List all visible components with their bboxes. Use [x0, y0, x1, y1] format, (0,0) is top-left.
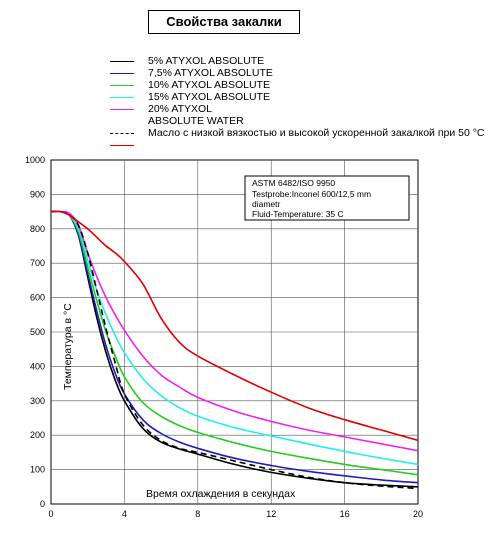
info-line: diametr	[252, 199, 281, 209]
legend-item: 7,5% ATYXOL ABSOLUTE	[110, 67, 500, 79]
legend-item: 15% ATYXOL ABSOLUTE	[110, 91, 500, 103]
chart-ticks: 0 100 200 300 400 500 600 700 800 900 1000 0 4 8 12 16 2…	[25, 155, 423, 519]
legend-item: 5% ATYXOL ABSOLUTE	[110, 55, 500, 67]
x-tick-label: 20	[413, 509, 423, 519]
legend-item: Масло с низкой вязкостью и высокой ускор…	[110, 127, 500, 139]
info-line: Testprobe:Inconel 600/12,5 mm	[252, 189, 371, 199]
info-line: ASTM 6482/ISO 9950	[252, 178, 335, 188]
x-tick-label: 16	[340, 509, 350, 519]
y-tick-label: 100	[30, 465, 45, 475]
y-tick-label: 1000	[25, 155, 45, 165]
series-line-2	[50, 210, 419, 476]
x-tick-label: 0	[48, 509, 53, 519]
y-tick-label: 700	[30, 258, 45, 268]
chart-title: Свойства закалки	[148, 10, 300, 34]
legend-swatch	[110, 73, 134, 74]
y-tick-label: 600	[30, 293, 45, 303]
legend-item: ABSOLUTE WATER	[110, 115, 500, 127]
legend-item: 10% ATYXOL ABSOLUTE	[110, 79, 500, 91]
x-tick-label: 12	[266, 509, 276, 519]
info-line: Fluid-Temperature: 35 C	[252, 209, 344, 219]
legend: 5% ATYXOL ABSOLUTE 7,5% ATYXOL ABSOLUTE …	[110, 55, 500, 151]
legend-item	[110, 139, 500, 151]
info-box: ASTM 6482/ISO 9950 Testprobe:Inconel 600…	[244, 175, 410, 221]
series-line-3	[50, 210, 419, 466]
legend-label: 20% ATYXOL	[148, 103, 213, 115]
x-tick-label: 8	[195, 509, 200, 519]
legend-label: Масло с низкой вязкостью и высокой ускор…	[148, 127, 485, 139]
y-tick-label: 500	[30, 327, 45, 337]
x-tick-label: 4	[122, 509, 127, 519]
legend-swatch	[110, 85, 134, 86]
legend-swatch	[110, 61, 134, 62]
x-axis-label: Время охлаждения в секундах	[146, 488, 296, 500]
legend-label: 5% ATYXOL ABSOLUTE	[148, 55, 265, 67]
legend-swatch	[110, 145, 134, 146]
legend-item: 20% ATYXOL	[110, 103, 500, 115]
y-tick-label: 200	[30, 430, 45, 440]
legend-swatch	[110, 133, 134, 134]
legend-label: 7,5% ATYXOL ABSOLUTE	[148, 67, 273, 79]
y-tick-label: 400	[30, 361, 45, 371]
series-line-6	[50, 210, 419, 442]
y-tick-label: 800	[30, 224, 45, 234]
legend-label: 10% ATYXOL ABSOLUTE	[148, 79, 270, 91]
legend-label: 15% ATYXOL ABSOLUTE	[148, 91, 270, 103]
y-tick-label: 0	[40, 499, 45, 509]
legend-swatch	[110, 97, 134, 98]
series-line-1	[50, 210, 419, 484]
legend-swatch	[110, 109, 134, 110]
chart-series	[50, 210, 419, 490]
info-box-frame	[244, 175, 410, 221]
y-tick-label: 300	[30, 396, 45, 406]
y-axis-label: Температура в °С	[62, 303, 74, 390]
y-tick-label: 900	[30, 189, 45, 199]
series-line-5	[50, 210, 419, 490]
legend-label: ABSOLUTE WATER	[148, 115, 244, 127]
